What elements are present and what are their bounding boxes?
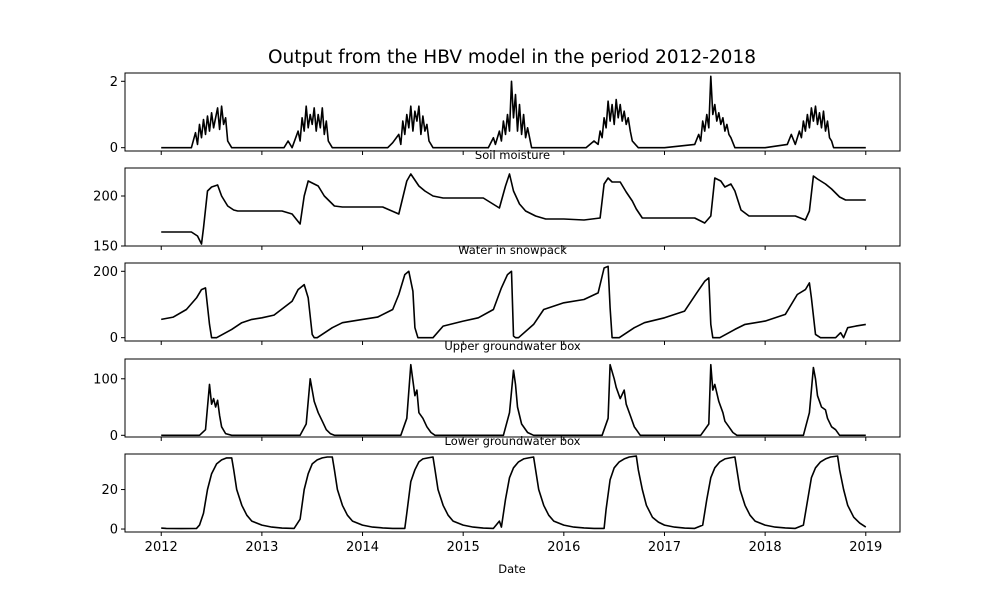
x-tick-label: 2015	[447, 540, 480, 555]
axes-frame	[124, 167, 901, 247]
subplot-title: Upper groundwater box	[444, 339, 581, 353]
x-tick-label: 2018	[749, 540, 782, 555]
y-tick-label: 100	[93, 372, 118, 387]
y-tick-label: 0	[110, 141, 118, 156]
subplot-3: Water in snowpack 0 200	[93, 243, 901, 346]
subplot-5: Lower groundwater box 0 20 2012 2013 2014 2015…	[101, 434, 901, 555]
axes-frame	[124, 72, 901, 152]
y-tick-label: 200	[93, 265, 118, 280]
x-tick-label: 2013	[245, 540, 278, 555]
axes-frame	[124, 453, 901, 533]
y-tick-label: 2	[110, 75, 118, 90]
subplot-title: Soil moisture	[475, 148, 550, 162]
x-tick-label: 2012	[145, 540, 178, 555]
series-line	[161, 363, 866, 437]
y-tick-label: 20	[101, 483, 118, 498]
x-tick-label: 2017	[648, 540, 681, 555]
axes-frame	[124, 262, 901, 342]
subplot-2: Soil moisture 150 200	[93, 148, 901, 255]
x-tick-label: 2019	[849, 540, 882, 555]
subplot-title: Water in snowpack	[458, 243, 567, 257]
x-axis-label: Date	[498, 562, 526, 576]
series-line	[161, 265, 866, 339]
y-tick-label: 0	[110, 523, 118, 538]
y-tick-label: 0	[110, 331, 118, 346]
axes-frame	[124, 358, 901, 438]
x-tick-label: 2014	[346, 540, 379, 555]
figure-title: Output from the HBV model in the period …	[268, 47, 756, 68]
series-line	[161, 173, 866, 245]
series-line	[161, 75, 866, 149]
y-tick-label: 0	[110, 429, 118, 444]
subplot-4: Upper groundwater box 0 100	[93, 339, 901, 444]
series-line	[161, 455, 867, 530]
subplot-title: Lower groundwater box	[444, 434, 580, 448]
y-tick-label: 150	[93, 240, 118, 255]
x-tick-label: 2016	[547, 540, 580, 555]
y-tick-label: 200	[93, 190, 118, 205]
subplot-1: 02	[110, 72, 901, 156]
